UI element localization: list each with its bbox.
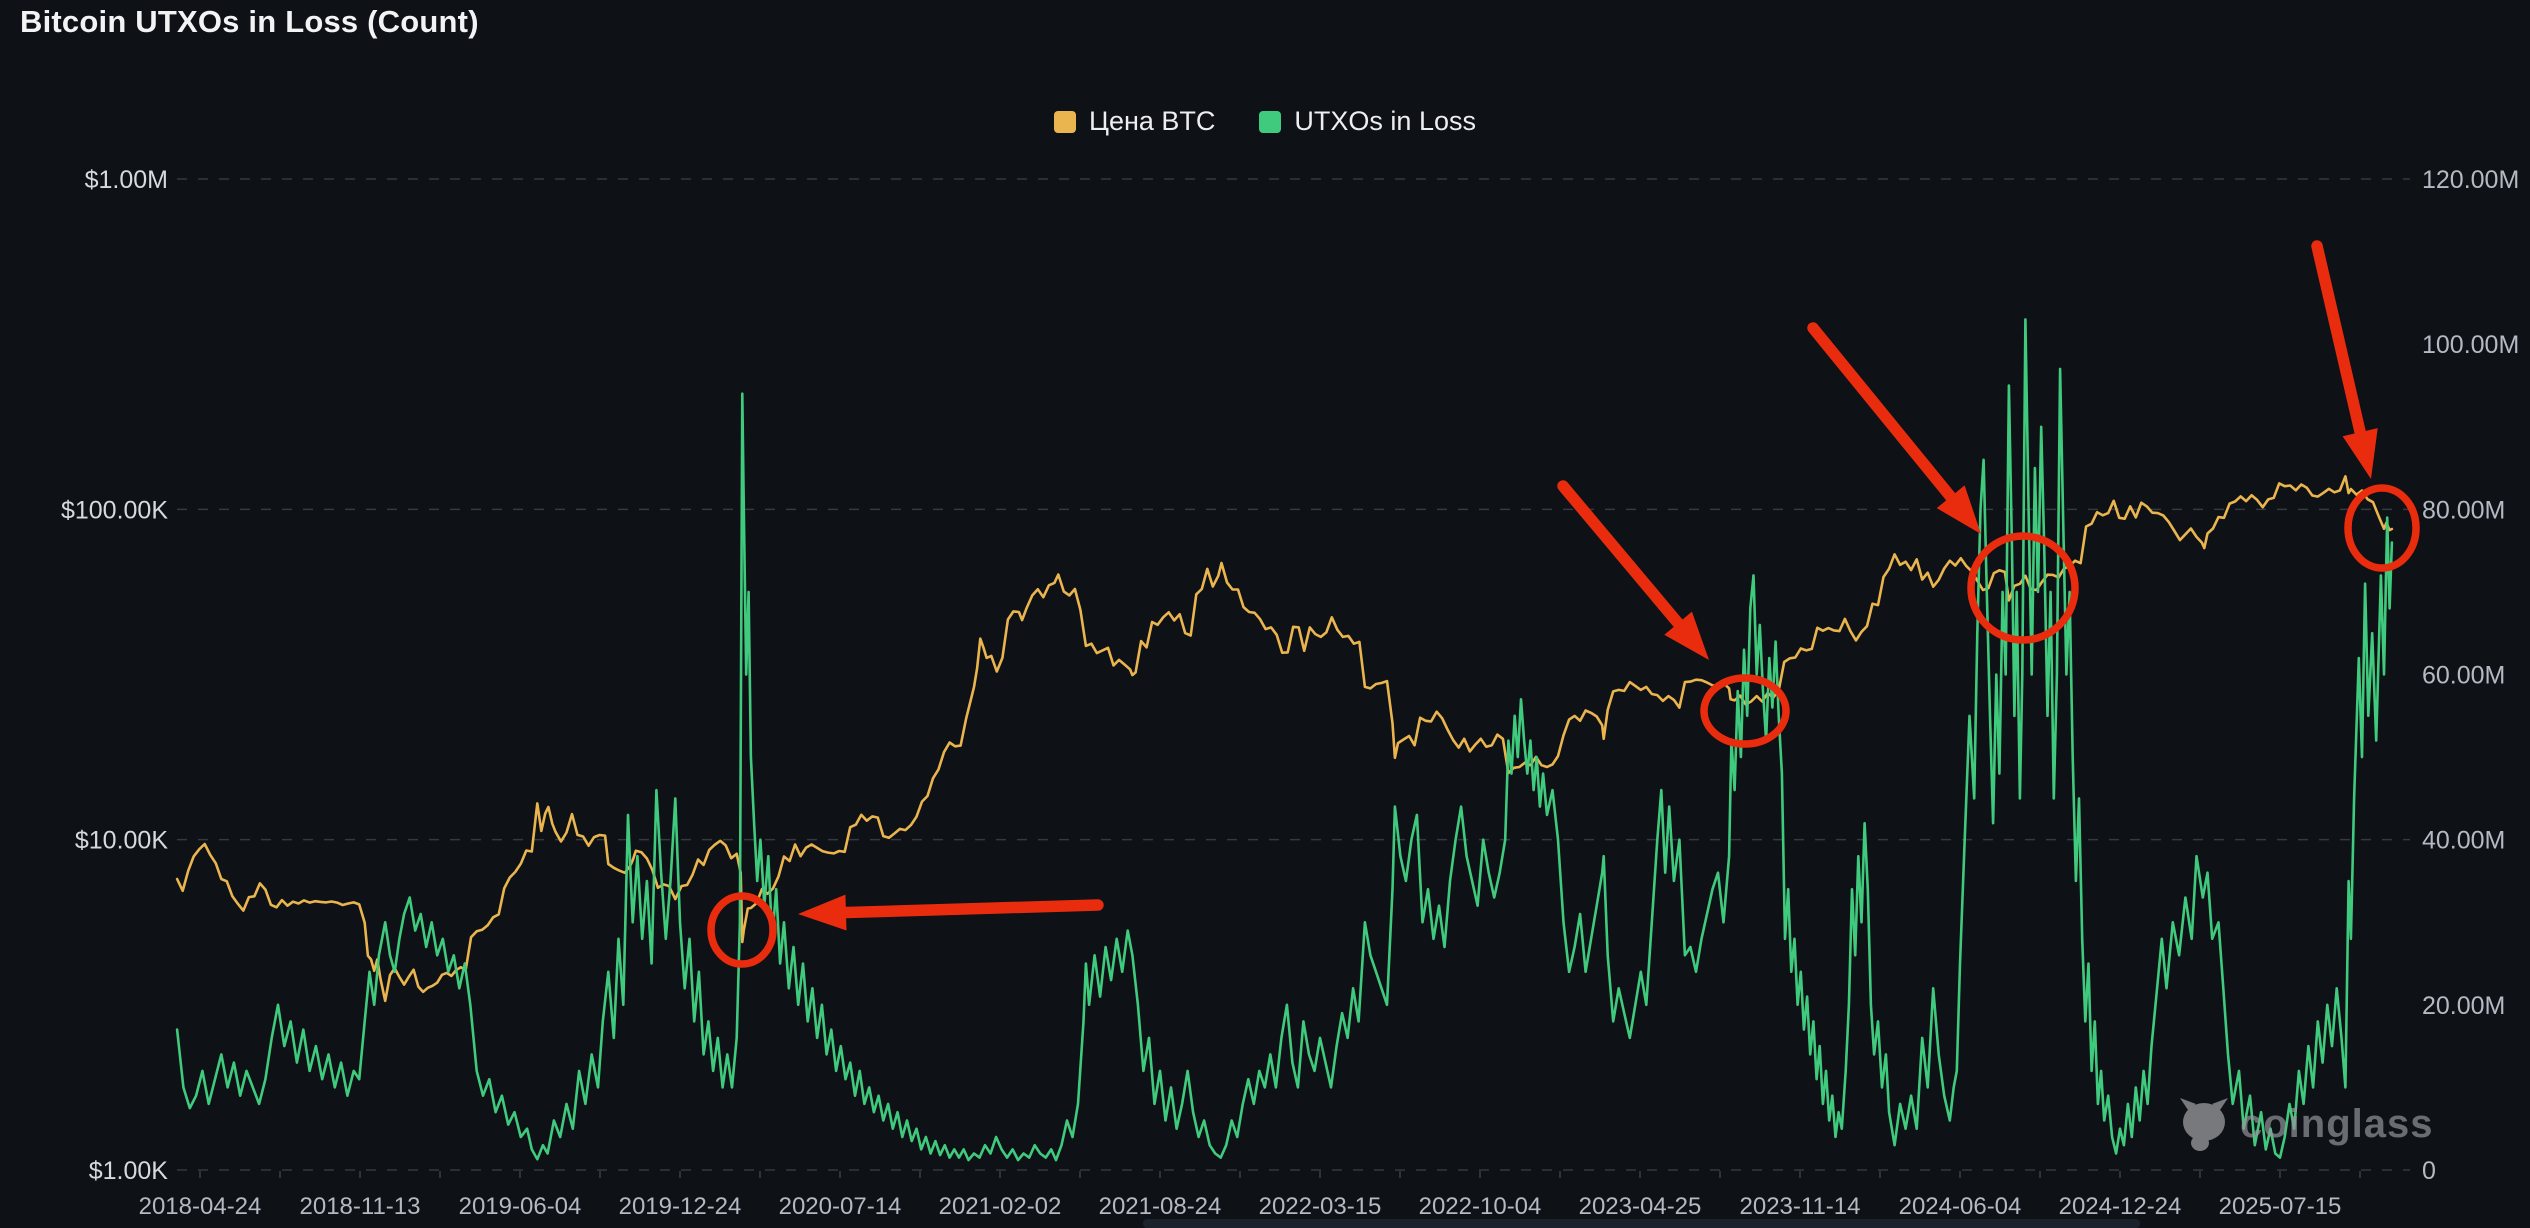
x-axis-tick-label: 2022-03-15 — [1259, 1193, 1382, 1220]
right-axis-tick-label: 80.00M — [2422, 496, 2505, 524]
right-axis-tick-label: 120.00M — [2422, 166, 2519, 194]
annotation-arrow-head — [1936, 485, 1981, 534]
chart-scrollbar[interactable] — [1143, 1219, 2140, 1228]
left-axis-tick-label: $1.00K — [89, 1157, 169, 1185]
right-axis-tick-label: 20.00M — [2422, 992, 2505, 1020]
annotation-circle — [1700, 674, 1790, 748]
annotation-arrow-head — [2342, 428, 2378, 479]
btc-price-swatch-icon — [1054, 110, 1077, 133]
x-axis-tick-label: 2022-10-04 — [1419, 1193, 1542, 1220]
left-axis-tick-label: $100.00K — [61, 496, 168, 524]
legend-item-btc-price[interactable]: Цена BTC — [1054, 106, 1215, 137]
page-title: Bitcoin UTXOs in Loss (Count) — [20, 4, 479, 39]
x-axis-tick-label: 2023-11-14 — [1740, 1193, 1861, 1220]
annotation-arrow-head — [798, 894, 847, 931]
legend-item-utxos-in-loss[interactable]: UTXOs in Loss — [1259, 106, 1476, 137]
annotation-circle — [2344, 484, 2420, 572]
x-axis-tick-label: 2021-08-24 — [1099, 1193, 1222, 1220]
x-axis-tick-label: 2024-12-24 — [2059, 1193, 2182, 1220]
x-axis-tick-label: 2024-06-04 — [1899, 1193, 2022, 1220]
annotation-circle — [1967, 532, 2079, 644]
annotation-arrow-shaft — [1807, 322, 1959, 506]
right-axis-tick-label: 40.00M — [2422, 827, 2505, 855]
x-axis-tick-label: 2019-06-04 — [459, 1193, 582, 1220]
chart-legend: Цена BTC UTXOs in Loss — [1054, 106, 1476, 137]
right-axis-tick-label: 0 — [2422, 1157, 2436, 1185]
x-axis-tick-label: 2018-04-24 — [139, 1193, 262, 1220]
annotation-arrow-shaft — [2311, 240, 2367, 442]
utxos-in-loss-swatch-icon — [1259, 110, 1282, 133]
utxos-in-loss-line — [175, 318, 2394, 1162]
right-axis-tick-label: 60.00M — [2422, 662, 2505, 690]
x-axis-tick-label: 2025-07-15 — [2219, 1193, 2342, 1220]
x-axis-tick-label: 2023-04-25 — [1579, 1193, 1702, 1220]
x-axis-tick-label: 2020-07-14 — [779, 1193, 902, 1220]
x-axis-tick-label: 2019-12-24 — [619, 1193, 742, 1220]
left-axis-tick-label: $1.00M — [85, 166, 168, 194]
legend-label-btc-price: Цена BTC — [1089, 106, 1216, 136]
annotation-circle — [707, 892, 777, 968]
legend-label-utxos-in-loss: UTXOs in Loss — [1294, 106, 1476, 136]
annotation-arrow-shaft — [1557, 480, 1687, 633]
annotation-arrow-head — [1664, 611, 1709, 660]
right-axis-tick-label: 100.00M — [2422, 331, 2519, 359]
left-axis-tick-label: $10.00K — [75, 827, 168, 855]
x-axis-tick-label: 2018-11-13 — [300, 1193, 421, 1220]
annotation-arrow-shaft — [836, 899, 1104, 919]
x-axis-tick-label: 2021-02-02 — [939, 1193, 1062, 1220]
